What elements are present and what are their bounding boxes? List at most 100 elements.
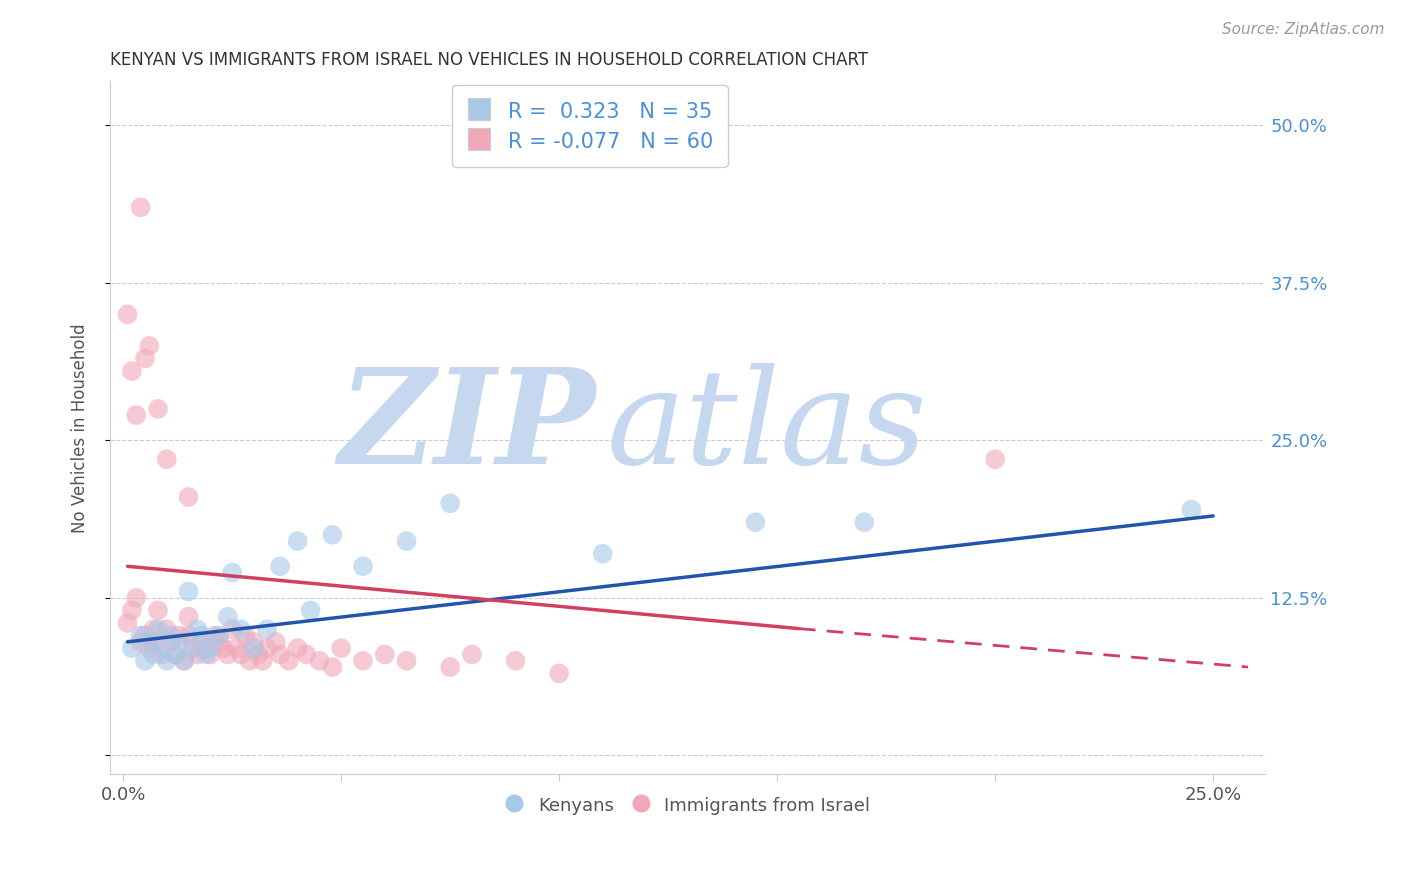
Point <box>165 648 187 662</box>
Point <box>121 603 143 617</box>
Point <box>204 629 226 643</box>
Point <box>186 648 208 662</box>
Point <box>156 654 179 668</box>
Point <box>200 641 222 656</box>
Point <box>165 648 187 662</box>
Legend: Kenyans, Immigrants from Israel: Kenyans, Immigrants from Israel <box>496 787 879 824</box>
Point <box>195 648 218 662</box>
Point <box>146 401 169 416</box>
Point <box>125 591 148 605</box>
Point <box>177 629 200 643</box>
Point <box>330 641 353 656</box>
Point <box>352 559 374 574</box>
Point <box>352 654 374 668</box>
Point <box>169 629 191 643</box>
Point <box>156 452 179 467</box>
Point <box>152 641 174 656</box>
Point <box>269 648 291 662</box>
Point <box>1180 502 1202 516</box>
Point <box>177 490 200 504</box>
Text: ZIP: ZIP <box>337 363 595 492</box>
Point <box>243 635 266 649</box>
Point <box>186 622 208 636</box>
Point <box>229 622 252 636</box>
Point <box>160 635 183 649</box>
Point <box>177 584 200 599</box>
Point <box>212 641 235 656</box>
Point <box>146 622 169 636</box>
Point <box>208 635 231 649</box>
Point <box>217 609 239 624</box>
Point <box>287 534 309 549</box>
Point <box>134 351 156 366</box>
Text: atlas: atlas <box>607 363 928 492</box>
Point <box>138 641 160 656</box>
Point <box>121 364 143 378</box>
Point <box>129 635 152 649</box>
Point <box>299 603 322 617</box>
Point <box>208 629 231 643</box>
Point <box>142 648 165 662</box>
Point <box>264 635 287 649</box>
Point <box>181 641 204 656</box>
Point <box>295 648 318 662</box>
Point <box>439 496 461 510</box>
Point <box>217 648 239 662</box>
Point <box>853 515 876 529</box>
Point <box>374 648 396 662</box>
Point <box>121 641 143 656</box>
Point <box>142 635 165 649</box>
Point <box>229 648 252 662</box>
Point <box>256 622 278 636</box>
Point <box>134 654 156 668</box>
Point <box>181 641 204 656</box>
Point <box>134 629 156 643</box>
Point <box>195 641 218 656</box>
Point <box>269 559 291 574</box>
Text: KENYAN VS IMMIGRANTS FROM ISRAEL NO VEHICLES IN HOUSEHOLD CORRELATION CHART: KENYAN VS IMMIGRANTS FROM ISRAEL NO VEHI… <box>110 51 868 69</box>
Point <box>439 660 461 674</box>
Point <box>321 528 343 542</box>
Point <box>117 307 139 321</box>
Point <box>138 635 160 649</box>
Point <box>190 635 212 649</box>
Y-axis label: No Vehicles in Household: No Vehicles in Household <box>72 323 89 533</box>
Point <box>395 534 418 549</box>
Point <box>142 622 165 636</box>
Point <box>146 603 169 617</box>
Point <box>117 615 139 630</box>
Point <box>173 654 195 668</box>
Point <box>984 452 1007 467</box>
Point <box>744 515 766 529</box>
Point <box>243 641 266 656</box>
Point <box>252 654 274 668</box>
Text: Source: ZipAtlas.com: Source: ZipAtlas.com <box>1222 22 1385 37</box>
Point <box>125 408 148 422</box>
Point <box>592 547 614 561</box>
Point <box>190 629 212 643</box>
Point <box>239 654 262 668</box>
Point <box>200 648 222 662</box>
Point <box>308 654 330 668</box>
Point <box>505 654 527 668</box>
Point <box>548 666 571 681</box>
Point <box>173 654 195 668</box>
Point <box>160 629 183 643</box>
Point <box>395 654 418 668</box>
Point <box>256 641 278 656</box>
Point <box>461 648 484 662</box>
Point <box>129 629 152 643</box>
Point <box>138 339 160 353</box>
Point <box>221 566 243 580</box>
Point <box>247 648 270 662</box>
Point <box>225 641 247 656</box>
Point <box>221 622 243 636</box>
Point <box>156 622 179 636</box>
Point <box>129 200 152 214</box>
Point <box>233 629 256 643</box>
Point <box>152 648 174 662</box>
Point <box>321 660 343 674</box>
Point <box>177 609 200 624</box>
Point <box>287 641 309 656</box>
Point <box>277 654 299 668</box>
